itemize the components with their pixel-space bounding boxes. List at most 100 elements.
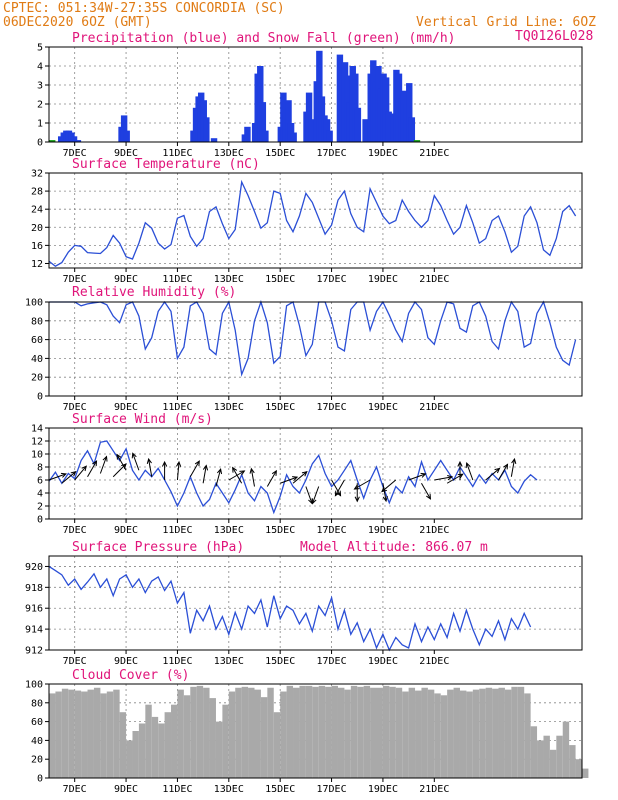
x-tick-label: 11DEC <box>162 525 192 536</box>
header-code: TQ0126L028 <box>515 29 593 44</box>
bar <box>290 132 297 142</box>
bar <box>562 721 570 778</box>
bar <box>203 117 210 142</box>
y-tick-label: 920 <box>25 562 43 573</box>
wind-vector-head <box>494 467 501 474</box>
y-tick-label: 60 <box>31 717 43 728</box>
x-tick-label: 19DEC <box>368 784 398 795</box>
bar <box>209 698 216 778</box>
bar <box>530 726 538 778</box>
bar <box>49 693 56 778</box>
y-tick-label: 12 <box>31 259 43 270</box>
bar <box>49 140 56 142</box>
x-tick-label: 9DEC <box>114 402 138 413</box>
panel-title: Surface Wind (m/s) <box>72 412 213 427</box>
bar <box>106 691 114 778</box>
x-tick-label: 15DEC <box>265 402 295 413</box>
bar <box>145 704 152 778</box>
wind-vector-head <box>447 475 454 481</box>
bar <box>259 102 267 142</box>
y-tick-label: 14 <box>31 424 43 435</box>
wind-vector-head <box>354 496 360 503</box>
wind-vector <box>381 479 397 492</box>
y-tick-label: 4 <box>37 62 43 73</box>
wind-vector-head <box>457 460 463 467</box>
bar <box>74 690 82 778</box>
bar <box>273 712 281 778</box>
y-tick-label: 28 <box>31 187 43 198</box>
y-tick-label: 3 <box>37 81 43 92</box>
bar <box>70 136 78 142</box>
wind-vector <box>382 483 387 502</box>
wind-vector <box>116 454 127 471</box>
wind-vector <box>498 464 508 481</box>
bar <box>61 688 69 778</box>
y-tick-label: 1 <box>37 119 43 130</box>
bar <box>331 685 338 778</box>
bar <box>370 687 377 778</box>
x-tick-label: 11DEC <box>162 148 192 159</box>
bar <box>337 687 345 778</box>
wind-vector-head <box>271 469 277 476</box>
bar <box>447 689 454 778</box>
bar <box>235 687 242 778</box>
bar <box>138 723 146 778</box>
x-tick-label: 7DEC <box>63 402 87 413</box>
bar <box>498 687 505 778</box>
wind-vector-head <box>382 496 388 503</box>
bar <box>504 689 512 778</box>
bar <box>305 685 313 778</box>
panel-title: Cloud Cover (%) <box>72 668 189 683</box>
bar <box>354 107 362 142</box>
wind-vector-head <box>92 460 98 467</box>
wind-vector-head <box>311 498 317 505</box>
y-tick-label: 0 <box>37 138 43 149</box>
bar <box>312 686 319 778</box>
series-snow-fall <box>49 140 421 142</box>
bar <box>203 687 210 778</box>
x-tick-label: 19DEC <box>368 148 398 159</box>
bar <box>440 695 448 778</box>
bar <box>228 691 236 778</box>
bar <box>385 111 392 142</box>
y-tick-label: 40 <box>31 354 43 365</box>
wind-vector-head <box>131 452 137 459</box>
bar <box>537 740 544 778</box>
wind-vector <box>485 468 500 481</box>
y-tick-label: 20 <box>31 373 43 384</box>
panel-precip: Precipitation (blue) and Snow Fall (gree… <box>37 31 583 159</box>
wind-vector <box>280 476 298 484</box>
bar <box>123 130 130 142</box>
bar <box>492 688 499 778</box>
bar <box>93 687 101 778</box>
bar <box>408 117 416 142</box>
bar <box>413 140 421 142</box>
bar <box>151 716 159 778</box>
x-tick-label: 9DEC <box>114 274 138 285</box>
bar <box>81 691 88 778</box>
wind-vector-head <box>292 476 299 482</box>
y-tick-label: 0 <box>37 774 43 785</box>
bar <box>215 721 223 778</box>
x-tick-label: 7DEC <box>63 784 87 795</box>
panel-frame <box>48 555 583 651</box>
wind-vector <box>292 471 308 484</box>
bar <box>164 712 172 778</box>
bar <box>132 731 139 778</box>
wind-vector <box>61 471 76 484</box>
bar <box>395 687 403 778</box>
wind-vector-head <box>420 472 427 478</box>
wind-vector <box>466 462 474 481</box>
wind-vector <box>176 462 180 481</box>
wind-vector-head <box>457 473 464 479</box>
wind-vector-head <box>381 486 387 493</box>
y-tick-label: 918 <box>25 583 43 594</box>
wind-vector <box>48 473 67 481</box>
x-tick-label: 21DEC <box>419 148 449 159</box>
x-tick-label: 7DEC <box>63 525 87 536</box>
wind-vector <box>232 467 243 484</box>
bar <box>241 686 249 778</box>
wind-vector-head <box>301 470 308 477</box>
y-tick-label: 100 <box>25 680 43 691</box>
bar <box>260 697 268 778</box>
